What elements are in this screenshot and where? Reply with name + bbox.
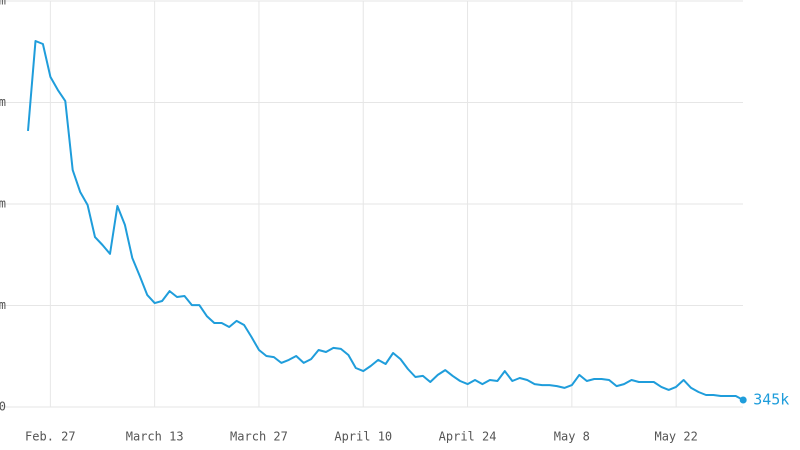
x-tick-label: Feb. 27 <box>25 430 76 444</box>
x-tick-label: May 22 <box>654 430 697 444</box>
y-tick-label: 5m <box>0 298 6 312</box>
value-label: 345k <box>753 390 789 408</box>
x-tick-label: April 24 <box>439 430 497 444</box>
y-tick-label: 15m <box>0 95 6 109</box>
x-tick-label: March 13 <box>126 430 184 444</box>
y-tick-label: 10m <box>0 197 6 211</box>
y-tick-label: 0 <box>0 400 6 414</box>
x-tick-label: May 8 <box>554 430 590 444</box>
line <box>27 40 744 401</box>
x-tick-label: April 10 <box>334 430 392 444</box>
end-point <box>739 396 747 404</box>
x-tick-label: March 27 <box>230 430 288 444</box>
y-tick-label: 20m <box>0 0 6 8</box>
